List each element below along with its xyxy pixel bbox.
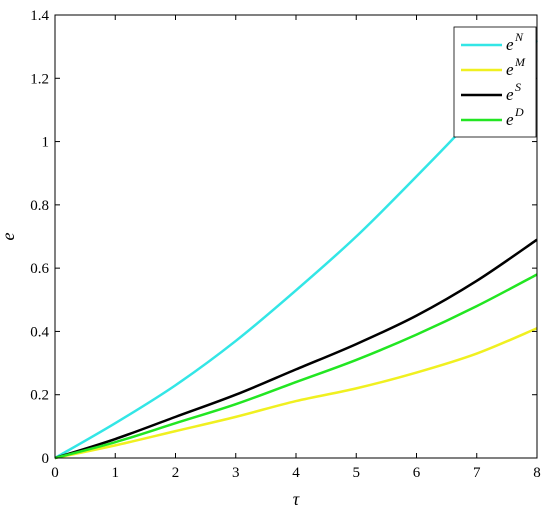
x-tick-label: 5 — [353, 465, 361, 481]
legend-superscript: M — [514, 55, 526, 69]
x-tick-label: 1 — [112, 465, 120, 481]
x-tick-label: 0 — [51, 465, 59, 481]
y-tick-label: 0 — [42, 451, 50, 467]
legend-label: e — [506, 110, 514, 129]
y-tick-label: 1 — [42, 135, 50, 151]
series-line-S — [54, 238, 538, 460]
x-axis-title: τ — [293, 489, 300, 509]
x-tick-label: 7 — [473, 465, 481, 481]
x-tick-label: 4 — [292, 465, 300, 481]
legend-superscript: N — [514, 30, 524, 44]
legend-label: e — [506, 60, 514, 79]
x-tick-label: 3 — [232, 465, 240, 481]
y-tick-label: 1.2 — [30, 71, 49, 87]
y-tick-label: 1.4 — [30, 8, 49, 24]
x-tick-label: 2 — [172, 465, 180, 481]
axis-ticks — [54, 14, 538, 459]
y-tick-label: 0.8 — [30, 198, 49, 214]
y-tick-label: 0.2 — [30, 388, 49, 404]
legend-superscript: S — [515, 80, 521, 94]
y-tick-label: 0.6 — [30, 261, 49, 277]
x-tick-label: 6 — [413, 465, 421, 481]
legend: e Ne Me Se D — [453, 26, 537, 138]
y-tick-label: 0.4 — [30, 324, 49, 340]
series-line-D — [54, 273, 538, 460]
legend-label: e — [506, 35, 514, 54]
y-axis-title: e — [0, 233, 18, 241]
x-tick-label: 8 — [533, 465, 541, 481]
legend-label: e — [506, 85, 514, 104]
tick-labels: 0 1 2 3 4 5 6 7 8 0 0.2 0.4 0.6 0.8 1 1.2 1.4 — [30, 8, 541, 481]
series-line-M — [54, 327, 538, 460]
legend-superscript: D — [514, 105, 524, 119]
